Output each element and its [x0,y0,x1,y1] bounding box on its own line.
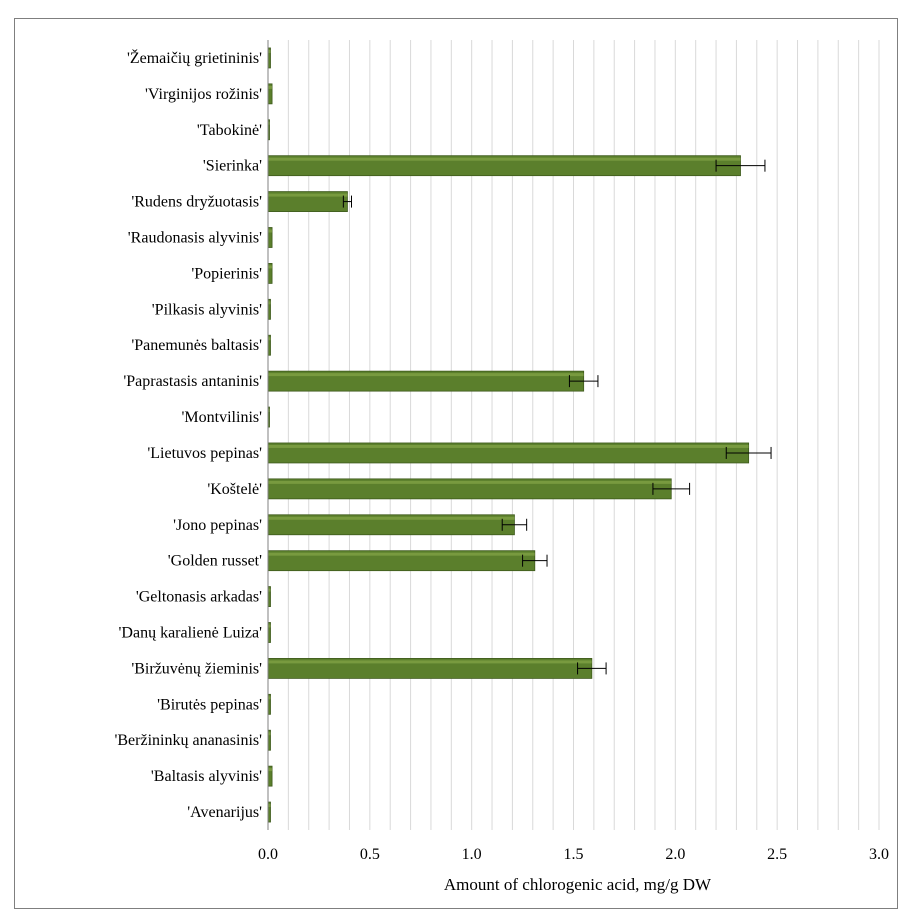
category-label: 'Birutės pepinas' [157,696,262,713]
category-label: 'Virginijos rožinis' [145,86,262,103]
bar-highlight [268,444,749,448]
x-tick-label: 3.0 [869,846,889,863]
category-label: 'Koštelė' [207,481,262,498]
category-label: 'Avenarijus' [187,804,262,821]
bar-highlight [268,157,741,161]
category-label: 'Geltonasis arkadas' [136,589,262,606]
category-label: 'Paprastasis antaninis' [123,373,262,390]
bar-highlight [268,804,271,808]
bars-group [267,47,750,823]
bar-highlight [268,552,535,556]
bar-highlight [268,193,348,197]
category-label: 'Golden russet' [168,553,262,570]
bar-highlight [268,85,273,89]
category-label: 'Biržuvėnų žieminis' [131,660,262,677]
x-tick-label: 0.5 [360,846,380,863]
x-axis-title: Amount of chlorogenic acid, mg/g DW [444,875,712,894]
bar-highlight [268,732,271,736]
x-tick-label: 0.0 [258,846,278,863]
category-label: 'Pilkasis alyvinis' [152,301,262,318]
category-label: 'Danų karalienė Luiza' [119,625,263,642]
x-tick-label: 1.0 [462,846,482,863]
bar-highlight [268,588,271,592]
bar-highlight [268,516,515,520]
category-label: 'Raudonasis alyvinis' [128,230,262,247]
category-label: 'Montvilinis' [182,409,263,426]
category-label: 'Žemaičių grietininis' [127,48,262,67]
bar-highlight [268,696,271,700]
bar-highlight [268,409,270,413]
bar-highlight [268,229,273,233]
bar-highlight [268,768,273,772]
bar-highlight [268,660,592,664]
x-tick-label: 1.5 [564,846,584,863]
category-label: 'Rudens dryžuotasis' [131,194,262,211]
x-tick-labels: 0.0 0.5 1.0 1.5 2.0 2.5 3.0 [258,846,889,863]
error-bars-group [342,159,772,675]
category-label: 'Baltasis alyvinis' [151,768,262,785]
x-tick-label: 2.5 [767,846,787,863]
bar-highlight [268,373,584,377]
category-label: 'Sierinka' [203,158,262,175]
bar-highlight [268,480,672,484]
category-labels: 'Žemaičių grietininis' 'Virginijos rožini… [114,48,262,821]
category-label: 'Beržininkų ananasinis' [114,732,262,749]
category-label: 'Lietuvos pepinas' [147,445,262,462]
bar-highlight [268,265,273,269]
bar-highlight [268,337,271,341]
bar-highlight [268,49,271,53]
category-label: 'Jono pepinas' [173,517,262,534]
x-tick-label: 2.0 [665,846,685,863]
category-label: 'Tabokinė' [197,122,262,139]
category-label: 'Popierinis' [191,265,262,282]
category-label: 'Panemunės baltasis' [131,337,262,354]
bar-highlight [268,624,271,628]
bar-highlight [268,121,270,125]
bar-highlight [268,301,271,305]
